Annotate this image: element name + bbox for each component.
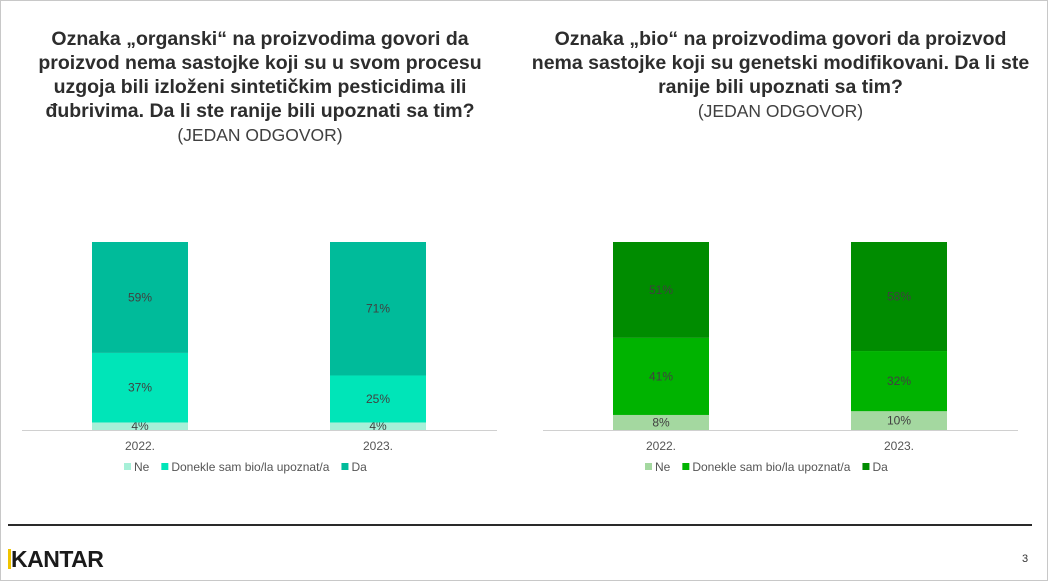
chart-left-title: Oznaka „organski“ na proizvodima govori … [38,28,482,122]
right-category-label-1: 2023. [884,439,914,453]
logo-accent-bar [8,549,11,569]
left-legend-label-0: Ne [134,460,150,474]
right-data-label-0-2: 51% [649,283,673,297]
left-data-label-1-1: 25% [366,392,390,406]
left-bar-1-seg-1 [330,375,426,423]
left-bar-0-seg-0 [92,422,188,430]
right-bar-0-seg-0 [613,414,709,430]
stacked-bar-charts: 4% 37% 59% 2022. 4% 25% 71% 2023. Ne Donekle sam … [22,242,1018,474]
logo-text: KANTAR [11,546,104,572]
left-bar-0-seg-1 [92,352,188,423]
footer-divider [8,524,1032,526]
right-legend-label-0: Ne [655,460,671,474]
left-legend-swatch-0 [124,463,131,470]
chart-left-subtitle: (JEDAN ODGOVOR) [177,125,343,145]
right-legend-swatch-2 [862,463,870,470]
left-data-label-0-2: 59% [128,290,152,304]
left-data-label-0-1: 37% [128,381,152,395]
right-legend-swatch-0 [645,463,652,470]
right-bar-1-seg-2 [851,242,947,352]
right-data-label-1-1: 32% [887,374,911,388]
right-legend-label-1: Donekle sam bio/la upoznat/a [692,460,850,474]
right-data-label-1-2: 58% [887,290,911,304]
left-legend-label-2: Da [351,460,367,474]
left-legend-swatch-1 [161,463,169,470]
left-bar-1-seg-2 [330,242,426,376]
left-bar-1-seg-0 [330,422,426,430]
left-bar-0-seg-2 [92,242,188,353]
right-bar-1-seg-0 [851,411,947,430]
left-data-label-1-2: 71% [366,302,390,316]
left-category-label-0: 2022. [125,439,155,453]
page-number: 3 [1022,553,1029,565]
left-data-label-1-0: 4% [369,419,387,433]
right-legend-swatch-1 [682,463,690,470]
left-legend-label-1: Donekle sam bio/la upoznat/a [171,460,329,474]
right-bar-0-seg-1 [613,337,709,415]
left-data-label-0-0: 4% [131,419,149,433]
chart-right-title-block: Oznaka „bio“ na proizvodima govori da pr… [528,27,1033,123]
left-legend-swatch-2 [341,463,349,470]
chart-right-title: Oznaka „bio“ na proizvodima govori da pr… [531,28,1030,98]
chart-right-subtitle: (JEDAN ODGOVOR) [697,101,864,121]
chart-left-title-block: Oznaka „organski“ na proizvodima govori … [20,27,500,147]
right-data-label-0-0: 8% [652,415,670,429]
left-category-label-1: 2023. [363,439,393,453]
kantar-logo: KANTAR [8,546,104,573]
right-bar-0-seg-2 [613,242,709,338]
right-category-label-0: 2022. [646,439,676,453]
right-data-label-0-1: 41% [649,369,673,383]
right-bar-1-seg-1 [851,351,947,412]
right-data-label-1-0: 10% [887,414,911,428]
right-legend-label-2: Da [872,460,888,474]
